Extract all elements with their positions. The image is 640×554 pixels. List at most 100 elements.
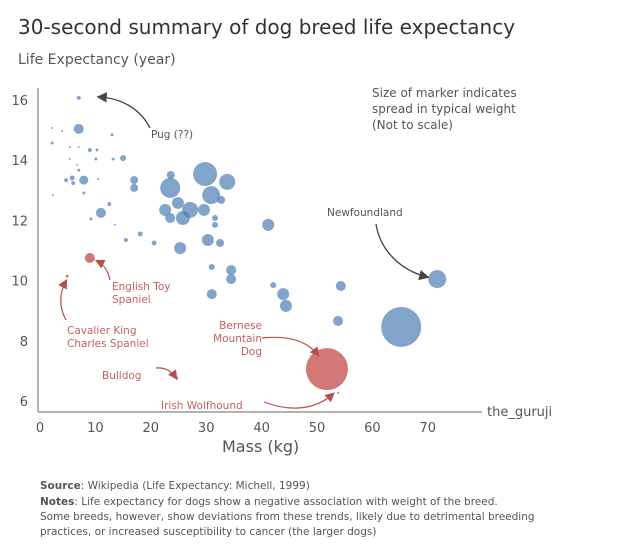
breed-point: [175, 210, 190, 225]
english-toy-arrow: [94, 259, 111, 281]
breed-point: [171, 196, 184, 209]
bernese-arrow: [261, 336, 320, 357]
breed-point: [335, 281, 346, 292]
breed-point: [87, 147, 92, 152]
chart-title: 30-second summary of dog breed life expe…: [18, 15, 515, 39]
breed-point: [68, 145, 71, 148]
breed-point: [219, 173, 236, 190]
breed-point: [130, 176, 139, 185]
y-tick-label: 6: [20, 395, 28, 410]
breed-point: [151, 240, 157, 246]
x-axis-label: Mass (kg): [222, 437, 299, 456]
annotation-cavalier: Cavalier King: [67, 325, 137, 337]
breed-point: [95, 148, 99, 152]
source-label: Source: [40, 480, 81, 492]
annotation-pug: Pug (??): [151, 129, 193, 141]
breed-point: [333, 315, 344, 326]
bulldog-arrow: [155, 367, 178, 380]
breed-point: [160, 177, 181, 198]
breed-point: [51, 126, 54, 129]
breed-point: [113, 223, 116, 226]
breed-point: [262, 218, 275, 231]
y-tick-label: 16: [11, 94, 28, 109]
irish-wolfhound-arrow: [263, 392, 335, 409]
breed-point: [94, 157, 98, 161]
notes-text: Some breeds, however, show deviations fr…: [40, 511, 535, 523]
x-tick-label: 40: [253, 421, 270, 436]
breed-point: [381, 306, 422, 347]
breed-point: [82, 191, 86, 195]
breed-point: [69, 175, 75, 181]
x-tick-label: 60: [364, 421, 381, 436]
pug-arrow: [96, 92, 151, 129]
size-note-line: (Not to scale): [372, 118, 453, 132]
breed-point: [79, 175, 89, 185]
breed-point: [68, 157, 71, 160]
breed-point: [193, 162, 218, 187]
breed-point: [51, 194, 54, 197]
source-line: Source: Wikipedia (Life Expectancy: Mich…: [40, 480, 310, 492]
annotation-cavalier: Charles Spaniel: [67, 338, 149, 350]
breed-point: [201, 233, 214, 246]
breed-point: [107, 202, 112, 207]
breed-point: [428, 270, 447, 289]
breed-point: [206, 289, 217, 300]
breed-point: [111, 157, 115, 161]
breed-point: [166, 170, 175, 179]
breed-point: [76, 95, 81, 100]
breed-point: [137, 231, 143, 237]
breed-point: [226, 265, 237, 276]
notes-text: practices, or increased susceptibility t…: [40, 526, 376, 538]
breed-point: [95, 207, 106, 218]
breed-point: [61, 130, 64, 133]
annotation-english-toy: Spaniel: [112, 294, 151, 306]
highlighted-breed-point: [84, 253, 95, 264]
y-axis-label: Life Expectancy (year): [18, 52, 176, 68]
x-tick-label: 50: [309, 421, 326, 436]
axes: [37, 88, 482, 413]
highlighted-breed-point: [65, 274, 69, 278]
source-text: : Wikipedia (Life Expectancy: Michell, 1…: [81, 480, 310, 492]
breed-point: [77, 168, 81, 172]
breed-point: [279, 299, 292, 312]
annotation-english-toy: English Toy: [112, 281, 171, 293]
y-tick-label: 12: [11, 214, 28, 229]
breed-point: [226, 274, 237, 285]
x-tick-label: 10: [87, 421, 104, 436]
annotation-irish-wolfhound: Irish Wolfhound: [161, 400, 243, 412]
breed-point: [217, 195, 226, 204]
breed-point: [76, 164, 79, 167]
breed-point: [77, 145, 80, 148]
x-tick-label: 70: [420, 421, 437, 436]
annotation-bernese: Bernese: [219, 320, 262, 332]
breed-point: [212, 221, 219, 228]
annotation-newfoundland: Newfoundland: [327, 207, 403, 219]
breed-point: [174, 242, 187, 255]
cavalier-arrow: [58, 278, 68, 321]
size-note-line: spread in typical weight: [372, 102, 516, 116]
y-tick-label: 8: [20, 335, 28, 350]
notes-label: Notes: [40, 496, 74, 508]
breed-point: [73, 123, 84, 134]
highlighted-breed-point: [337, 391, 340, 394]
breed-point: [89, 217, 93, 221]
y-tick-label: 14: [11, 154, 28, 169]
breed-point: [120, 155, 127, 162]
x-tick-label: 20: [143, 421, 160, 436]
breed-point: [208, 264, 215, 271]
x-tick-label: 0: [36, 421, 44, 436]
breed-point: [71, 181, 76, 186]
breed-point: [110, 133, 114, 137]
breed-point: [97, 177, 100, 180]
size-note-line: Size of marker indicates: [372, 86, 517, 100]
breed-point: [216, 238, 225, 247]
breed-point: [197, 203, 210, 216]
annotation-bernese: Dog: [241, 346, 262, 358]
breed-point: [159, 203, 172, 216]
breed-point: [130, 183, 139, 192]
breed-point: [50, 141, 54, 145]
notes-line: Notes: Life expectancy for dogs show a n…: [40, 496, 498, 508]
breed-point: [123, 237, 128, 242]
breed-point: [202, 186, 221, 205]
annotation-bulldog: Bulldog: [102, 370, 141, 382]
